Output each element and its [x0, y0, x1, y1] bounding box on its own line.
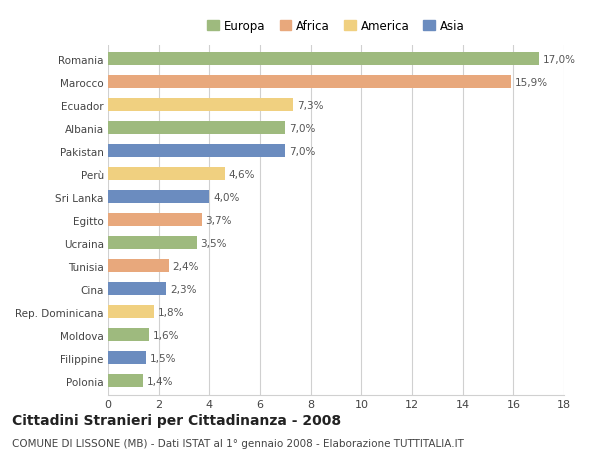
Text: 4,6%: 4,6% — [229, 169, 255, 179]
Text: 4,0%: 4,0% — [213, 192, 239, 202]
Text: 15,9%: 15,9% — [515, 78, 548, 88]
Bar — [108, 375, 143, 387]
Text: 7,0%: 7,0% — [289, 123, 316, 134]
Bar — [108, 329, 149, 341]
Bar — [108, 352, 146, 364]
Text: 7,3%: 7,3% — [297, 101, 323, 111]
Text: 1,6%: 1,6% — [152, 330, 179, 340]
Text: Cittadini Stranieri per Cittadinanza - 2008: Cittadini Stranieri per Cittadinanza - 2… — [12, 413, 341, 427]
Text: 7,0%: 7,0% — [289, 146, 316, 157]
Text: 1,4%: 1,4% — [147, 376, 174, 386]
Bar — [108, 191, 209, 204]
Bar — [108, 99, 293, 112]
Legend: Europa, Africa, America, Asia: Europa, Africa, America, Asia — [204, 17, 468, 37]
Text: 2,4%: 2,4% — [173, 261, 199, 271]
Bar — [108, 306, 154, 319]
Bar — [108, 76, 511, 89]
Text: 1,5%: 1,5% — [150, 353, 176, 363]
Bar — [108, 122, 286, 135]
Text: 2,3%: 2,3% — [170, 284, 197, 294]
Text: COMUNE DI LISSONE (MB) - Dati ISTAT al 1° gennaio 2008 - Elaborazione TUTTITALIA: COMUNE DI LISSONE (MB) - Dati ISTAT al 1… — [12, 438, 464, 448]
Text: 3,5%: 3,5% — [200, 238, 227, 248]
Bar — [108, 237, 197, 250]
Bar — [108, 214, 202, 227]
Bar — [108, 53, 539, 66]
Bar — [108, 145, 286, 158]
Bar — [108, 283, 166, 296]
Text: 1,8%: 1,8% — [157, 307, 184, 317]
Text: 3,7%: 3,7% — [206, 215, 232, 225]
Bar — [108, 260, 169, 273]
Bar — [108, 168, 224, 181]
Text: 17,0%: 17,0% — [542, 55, 575, 65]
